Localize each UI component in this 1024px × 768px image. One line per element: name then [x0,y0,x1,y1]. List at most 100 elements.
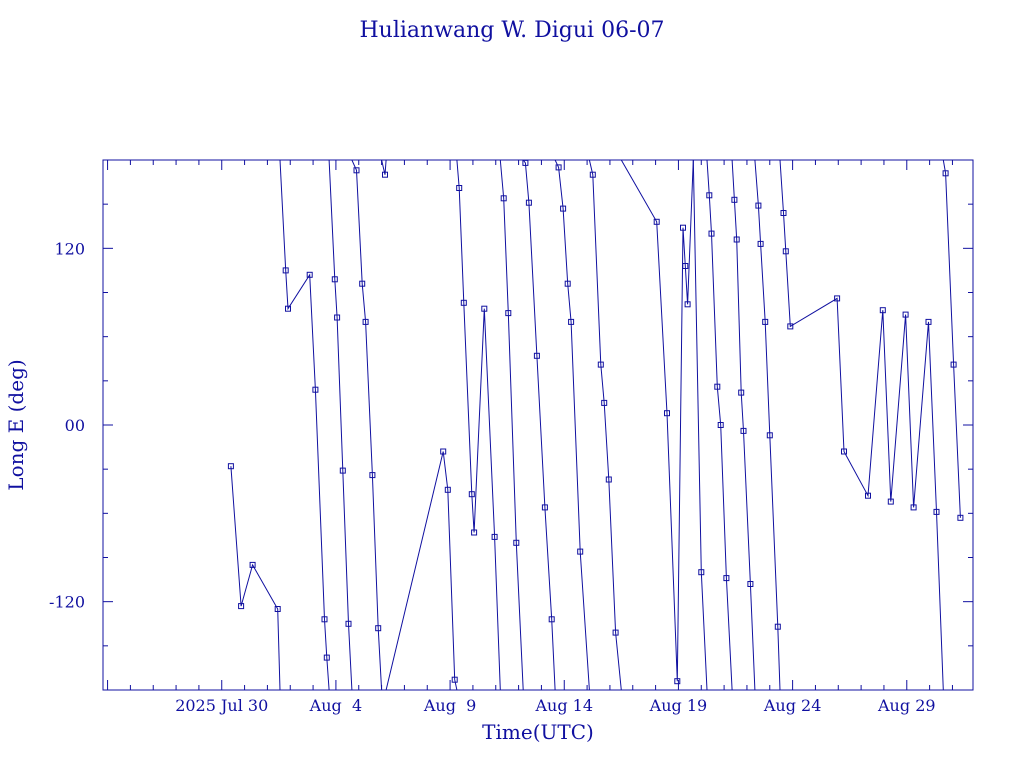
data-point [910,504,917,511]
data-point [331,276,338,283]
y-tick-label: -120 [49,593,85,612]
data-point [674,678,681,685]
data-point [500,195,507,202]
data-point [879,307,886,314]
data-point [285,305,291,312]
data-point [841,448,847,455]
data-point [698,569,705,576]
data-point [491,533,498,540]
data-point [774,623,781,630]
data-point [708,230,715,237]
series-line [522,160,556,690]
data-point [274,606,281,612]
y-axis-label: Long E (deg) [4,359,28,490]
data-point [460,299,467,306]
data-markers [227,159,964,685]
series-line [279,160,330,690]
data-point [597,361,604,368]
y-tick-label: 120 [54,239,85,258]
x-tick-label: Aug 14 [534,696,593,715]
series-line [554,160,590,690]
data-point [731,196,738,203]
data-point [456,185,463,191]
series-line [381,160,387,175]
x-tick-label: 2025 Jul 30 [175,696,268,715]
data-point [362,318,369,325]
data-point [834,295,841,302]
data-point [740,427,747,434]
data-point [942,170,949,177]
data-point [933,508,940,515]
data-point [757,240,764,247]
x-tick-label: Aug 24 [763,696,822,715]
data-point [568,318,575,325]
data-point [782,248,789,255]
data-point [723,575,730,582]
data-point [334,314,341,321]
data-point [706,192,713,199]
data-point [957,514,964,521]
series-line [230,466,281,690]
data-point [359,280,366,287]
data-point [762,318,769,325]
series-line [588,160,622,690]
data-point [950,361,957,368]
data-point [680,224,686,231]
data-point [738,389,745,396]
data-point [682,263,689,269]
series-line [620,160,694,682]
data-point [902,311,909,318]
x-tick-label: Aug 19 [649,696,708,715]
data-point [505,310,512,317]
data-point [451,676,458,683]
data-point [481,305,488,312]
series-line [351,160,383,690]
x-tick-label: Aug 4 [309,696,362,715]
x-tick-labels: 2025 Jul 30 Aug 4 Aug 9 Aug 14 Aug 19 Aug 24 A… [175,696,935,715]
data-point [238,603,245,610]
series-line [779,160,944,690]
data-point [471,529,478,536]
series-line [692,160,708,690]
data-point [925,318,932,325]
data-point [601,399,608,406]
series-line [328,160,353,690]
data-point [541,504,548,511]
data-point [747,581,754,587]
data-point [282,267,289,274]
data-point [323,654,330,661]
data-point [440,448,447,455]
series-line [706,160,733,690]
axis-ticks [103,160,973,690]
x-tick-label: Aug 29 [877,696,936,715]
data-point [605,476,612,483]
data-point [513,539,520,546]
data-point [468,491,475,498]
data-point [321,616,328,623]
data-point [612,629,619,636]
data-point [369,472,376,479]
data-point [249,561,256,568]
data-point [227,463,234,470]
data-point [755,202,762,209]
data-point [312,386,319,393]
data-lines [230,160,961,690]
data-point [560,205,567,212]
data-point [787,323,794,330]
data-point [345,620,352,627]
series-line [456,160,501,690]
data-point [564,280,571,287]
data-point [444,486,451,493]
data-point [525,199,532,206]
data-point [589,171,596,178]
data-point [353,167,360,174]
data-point [714,383,721,390]
data-point [887,498,894,505]
series-line [731,160,756,690]
chart-title: Hulianwang W. Digui 06-07 [359,18,664,43]
data-point [522,159,529,166]
series-line [754,160,781,690]
data-point [339,467,346,474]
x-tick-label: Aug 9 [423,696,476,715]
